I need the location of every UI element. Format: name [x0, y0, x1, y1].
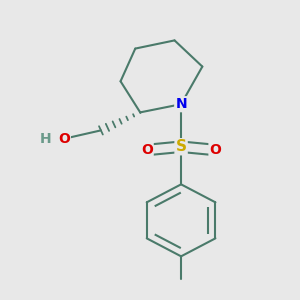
- Text: O: O: [209, 143, 221, 157]
- Text: S: S: [176, 139, 187, 154]
- Text: O: O: [58, 131, 70, 146]
- Text: N: N: [175, 97, 187, 111]
- Text: O: O: [141, 143, 153, 157]
- Text: H: H: [40, 131, 52, 146]
